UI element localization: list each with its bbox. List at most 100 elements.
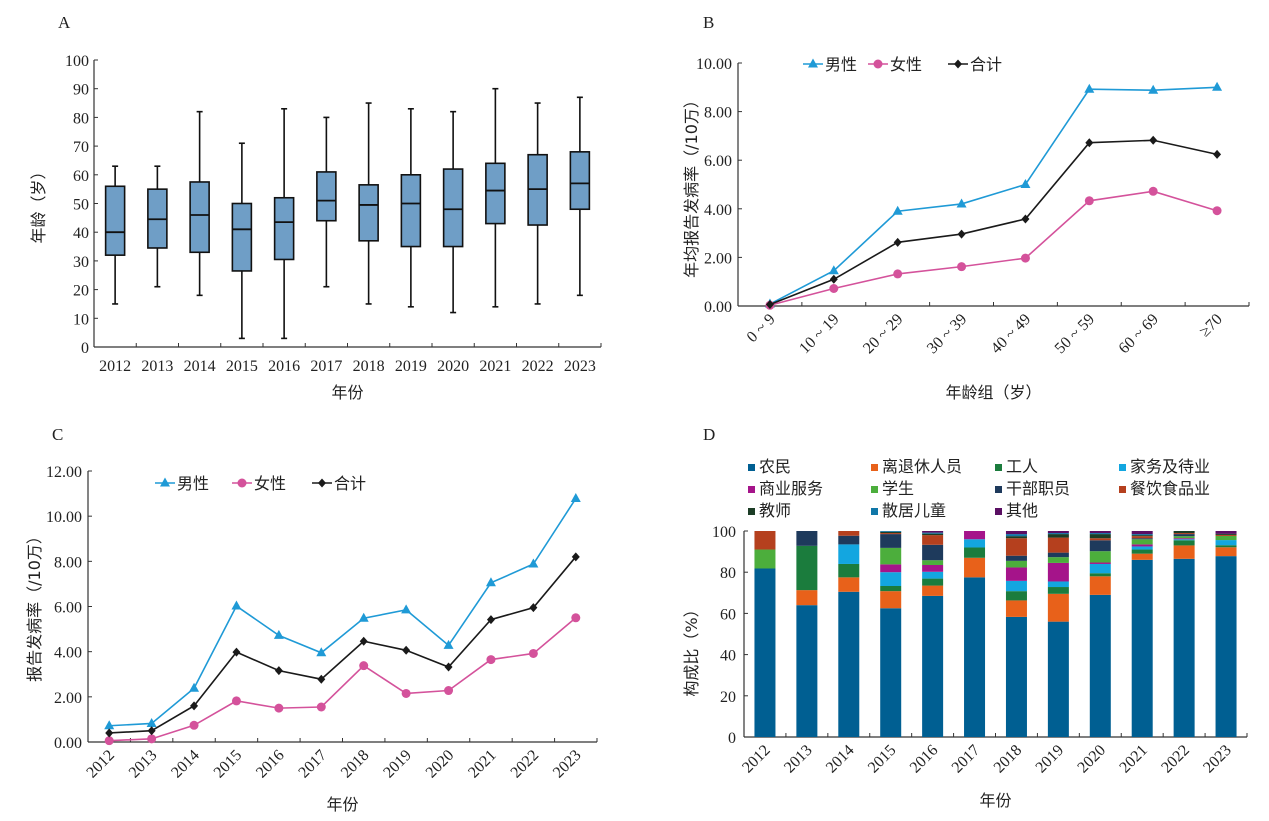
data-point — [485, 577, 496, 587]
x-tick-label: 2012 — [83, 747, 118, 782]
bar-segment — [880, 531, 902, 532]
y-tick-label: 4.00 — [704, 202, 732, 219]
box-2015 — [231, 142, 253, 340]
data-point — [317, 674, 326, 684]
x-tick-label: 40 ~ 49 — [988, 311, 1034, 357]
legend-item: 工人 — [995, 457, 1038, 476]
y-tick-label: 8.00 — [704, 105, 732, 122]
box-iqr — [189, 181, 210, 254]
bar-segment — [1047, 562, 1069, 582]
y-tick-label: 0 — [728, 730, 736, 747]
x-tick-label: 2013 — [141, 358, 173, 375]
x-axis-title: 年份 — [331, 383, 363, 402]
bar-stack-2016 — [922, 531, 944, 737]
legend-label: 女性 — [254, 474, 286, 493]
data-point — [1084, 83, 1095, 93]
box-2013 — [147, 165, 168, 288]
bar-segment — [1215, 535, 1237, 541]
data-point — [957, 262, 967, 272]
bar-segment — [1131, 539, 1153, 545]
y-tick-label: 0 — [81, 340, 89, 357]
legend-swatch — [995, 486, 1002, 493]
bar-segment — [922, 533, 944, 536]
x-tick-label: 2019 — [395, 358, 427, 375]
y-tick-label: 40 — [720, 648, 736, 665]
bar-segment — [922, 544, 944, 561]
bar-segment — [838, 591, 860, 737]
x-tick-label: 2021 — [465, 747, 500, 782]
box-iqr — [104, 185, 126, 256]
legend-item: 商业服务 — [748, 479, 823, 498]
bar-segment — [1047, 587, 1069, 594]
x-axis-title: 年份 — [979, 791, 1011, 810]
x-tick-label: 0 ~ 9 — [744, 311, 779, 346]
data-point — [528, 558, 539, 568]
legend-swatch — [995, 464, 1002, 471]
legend-item: 散居儿童 — [871, 501, 946, 520]
y-tick-label: 30 — [73, 254, 89, 271]
bar-segment — [1131, 538, 1153, 540]
x-tick-label: 50 ~ 59 — [1052, 311, 1098, 357]
data-point — [104, 736, 114, 746]
data-point — [189, 720, 199, 730]
bar-segment — [922, 560, 944, 565]
legend-label: 商业服务 — [759, 479, 823, 498]
x-axis-title: 年龄组（岁） — [945, 383, 1041, 402]
y-tick-label: 80 — [73, 110, 89, 127]
x-tick-label: 2018 — [991, 742, 1026, 777]
box-iqr — [358, 184, 379, 242]
legend-label: 学生 — [882, 479, 914, 498]
legend-marker — [318, 478, 326, 488]
bar-segment — [1089, 562, 1111, 564]
bar-segment — [1173, 539, 1195, 541]
legend-label: 工人 — [1006, 457, 1038, 476]
series-line — [769, 86, 1218, 305]
x-tick-label: 2022 — [522, 358, 554, 375]
x-tick-label: 2023 — [564, 358, 596, 375]
bar-segment — [880, 586, 902, 592]
data-point — [1021, 214, 1030, 224]
bar-segment — [1215, 545, 1237, 548]
bar-stack-2012 — [754, 531, 776, 737]
bar-segment — [1005, 538, 1027, 556]
y-axis-title: 年龄（岁） — [29, 163, 48, 243]
bar-segment — [1215, 531, 1237, 534]
series-line — [769, 190, 1218, 307]
box-2014 — [189, 110, 210, 297]
bar-segment — [1005, 600, 1027, 617]
legend-item: 其他 — [995, 501, 1038, 520]
legend-label: 离退休人员 — [882, 457, 962, 476]
bar-segment — [1047, 557, 1069, 563]
bar-segment — [1005, 531, 1027, 535]
bar-segment — [1089, 573, 1111, 577]
series-line — [109, 617, 577, 742]
legend-marker — [808, 58, 818, 68]
bar-segment — [1047, 621, 1069, 737]
legend-swatch — [871, 508, 878, 515]
y-axis-title: 年均报告发病率（/10万） — [682, 92, 701, 278]
y-tick-label: 2.00 — [704, 250, 732, 267]
data-point — [1148, 186, 1158, 196]
x-axis-title: 年份 — [326, 795, 358, 814]
y-tick-label: 100 — [65, 53, 89, 70]
data-point — [358, 612, 369, 622]
y-tick-label: 10.00 — [696, 56, 732, 73]
y-tick-label: 8.00 — [54, 554, 82, 571]
legend-label: 教师 — [759, 501, 791, 520]
legend-swatch — [1119, 464, 1126, 471]
data-point — [444, 686, 454, 696]
y-tick-label: 12.00 — [46, 464, 82, 481]
bar-segment — [1131, 553, 1153, 560]
bar-segment — [1131, 549, 1153, 554]
bar-segment — [838, 577, 860, 592]
bar-segment — [1089, 576, 1111, 595]
data-point — [571, 613, 581, 623]
bar-segment — [1047, 533, 1069, 535]
bar-segment — [754, 531, 776, 550]
x-tick-label: 2014 — [168, 747, 203, 782]
box-iqr — [316, 171, 337, 222]
x-tick-label: 2023 — [550, 747, 585, 782]
bar-segment — [1089, 551, 1111, 563]
box-2017 — [316, 116, 337, 288]
